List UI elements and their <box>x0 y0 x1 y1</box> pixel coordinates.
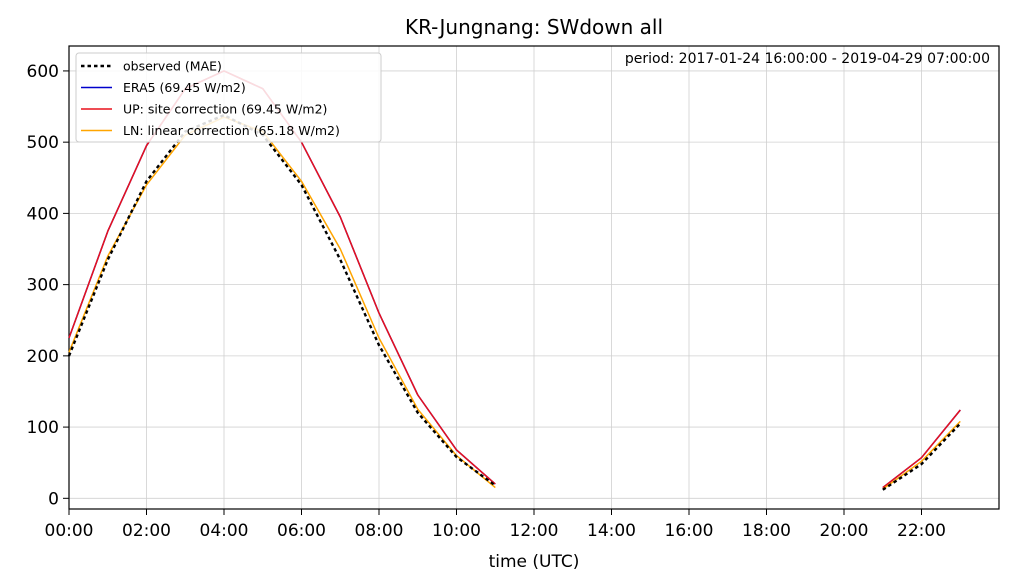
x-tick-label: 12:00 <box>510 521 559 541</box>
grid <box>68 46 999 509</box>
legend-box <box>75 52 382 143</box>
legend-entry: observed (MAE) <box>123 59 222 74</box>
x-tick-label: 04:00 <box>200 521 249 541</box>
y-tick-label: 200 <box>27 347 59 367</box>
y-tick-label: 0 <box>48 489 59 509</box>
x-tick-label: 16:00 <box>665 521 714 541</box>
y-tick-label: 500 <box>27 133 59 153</box>
x-tick-label: 14:00 <box>587 521 636 541</box>
series-line-0-segment-1 <box>882 422 962 491</box>
x-axis-label: time (UTC) <box>489 552 580 572</box>
y-tick-label: 300 <box>27 276 59 296</box>
series-line-3-segment-0 <box>68 116 496 489</box>
x-tick-label: 10:00 <box>432 521 481 541</box>
legend-entry: UP: site correction (69.45 W/m2) <box>123 102 327 117</box>
y-tick-label: 400 <box>27 204 59 224</box>
x-tick-label: 08:00 <box>355 521 404 541</box>
period-annotation: period: 2017-01-24 16:00:00 - 2019-04-29… <box>625 51 990 67</box>
x-tick-label: 18:00 <box>742 521 791 541</box>
x-tick-label: 02:00 <box>122 521 171 541</box>
series-line-2-segment-1 <box>882 409 961 489</box>
chart-title: KR-Jungnang: SWdown all <box>405 15 663 39</box>
x-axis-ticks: 00:00 02:00 04:00 06:00 08:00 10:00 12:00 14:00… <box>45 509 946 541</box>
legend-entry: LN: linear correction (65.18 W/m2) <box>123 123 340 138</box>
x-tick-label: 00:00 <box>45 521 94 541</box>
x-tick-label: 06:00 <box>277 521 326 541</box>
series-line-0-segment-0 <box>67 113 497 487</box>
y-tick-label: 100 <box>27 418 59 438</box>
x-tick-label: 22:00 <box>897 521 946 541</box>
legend-entry: ERA5 (69.45 W/m2) <box>123 80 246 95</box>
y-tick-label: 600 <box>27 62 59 82</box>
legend: observed (MAE) ERA5 (69.45 W/m2) UP: site … <box>75 52 382 143</box>
x-tick-label: 20:00 <box>820 521 869 541</box>
y-axis-ticks: 0 100 200 300 400 500 600 <box>27 62 69 509</box>
